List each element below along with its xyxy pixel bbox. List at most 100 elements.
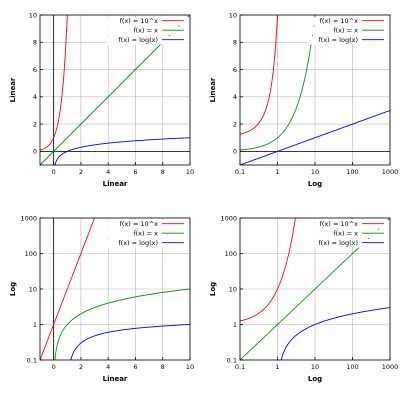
x-tick-label: 8 [161, 363, 165, 371]
x-tick-label: 0 [52, 168, 56, 176]
y-tick-label: 10 [29, 285, 37, 293]
series-line-log10 [70, 324, 190, 360]
legend-label: f(x) = log(x) [318, 239, 358, 247]
series-line-identity [240, 15, 316, 151]
y-tick-label: 0.1 [227, 356, 237, 364]
x-tick-label: 1000 [382, 168, 399, 176]
legend-bg [107, 36, 188, 45]
y-tick-label: 100 [25, 250, 37, 258]
legend-bg [107, 220, 188, 229]
legend-bg [307, 239, 388, 248]
legend-label: f(x) = x [133, 27, 158, 35]
series-line-pow10 [40, 15, 68, 151]
plot-frame [239, 217, 391, 361]
x-tick-label: 2 [79, 363, 83, 371]
series-line-identity [54, 288, 190, 360]
y-tick-label: 2 [33, 120, 37, 128]
x-tick-label: 6 [133, 363, 137, 371]
y-tick-label: 10 [229, 11, 237, 19]
y-axis-label: Linear [209, 77, 217, 102]
legend-label: f(x) = 10^x [120, 17, 159, 25]
legend-bg [107, 239, 188, 248]
y-axis-label: Log [209, 282, 217, 296]
legend-bg [307, 36, 388, 45]
y-tick-label: 8 [33, 39, 37, 47]
y-tick-label: 1000 [220, 214, 237, 222]
y-axis-label: Linear [9, 77, 17, 102]
y-tick-label: 0.1 [27, 356, 37, 364]
x-tick-label: 10 [186, 168, 194, 176]
plot-area [40, 218, 190, 360]
legend-label: f(x) = 10^x [320, 220, 359, 228]
y-tick-label: 4 [33, 93, 37, 101]
plot-frame [39, 217, 191, 361]
legend-bg [307, 17, 388, 26]
x-tick-label: 6 [133, 168, 137, 176]
y-tick-label: 4 [233, 93, 237, 101]
x-tick-label: 10 [311, 363, 319, 371]
legend-label: f(x) = 10^x [320, 17, 359, 25]
legend: f(x) = 10^x f(x) = xf(x) = log(x) [307, 17, 388, 45]
x-tick-label: 100 [346, 363, 358, 371]
y-tick-label: 10 [229, 285, 237, 293]
y-tick-label: 1 [33, 321, 37, 329]
x-tick-label: 100 [346, 168, 358, 176]
legend: f(x) = 10^x f(x) = xf(x) = log(x) [107, 220, 188, 248]
series-line-pow10 [240, 218, 296, 322]
legend-label: f(x) = x [333, 27, 358, 35]
x-tick-label: 4 [106, 168, 110, 176]
series-line-log10 [240, 110, 390, 165]
x-tick-label: 4 [106, 363, 110, 371]
y-tick-label: 100 [225, 250, 237, 258]
x-tick-label: 0.1 [235, 168, 245, 176]
x-tick-label: 10 [186, 363, 194, 371]
x-axis-label: Log [308, 375, 322, 383]
x-tick-label: 1 [275, 168, 279, 176]
y-axis-label: Log [9, 282, 17, 296]
x-axis-label: Linear [103, 180, 128, 188]
legend-label: f(x) = log(x) [118, 36, 158, 44]
y-tick-label: 2 [233, 120, 237, 128]
y-tick-label: 6 [233, 66, 237, 74]
y-tick-label: 10 [29, 11, 37, 19]
series-line-log10 [54, 137, 190, 165]
x-tick-label: 8 [161, 168, 165, 176]
y-tick-label: 8 [233, 39, 237, 47]
legend: f(x) = 10^x f(x) = xf(x) = log(x) [307, 220, 388, 248]
y-tick-label: 0 [33, 148, 37, 156]
y-tick-label: 0 [233, 148, 237, 156]
x-axis-label: Log [308, 180, 322, 188]
series-line-pow10 [40, 218, 96, 360]
legend: f(x) = 10^x f(x) = xf(x) = log(x) [107, 17, 188, 45]
x-tick-label: 0.1 [235, 363, 245, 371]
y-tick-label: 1000 [20, 214, 37, 222]
x-tick-label: 10 [311, 168, 319, 176]
y-tick-label: 1 [233, 321, 237, 329]
x-axis-label: Linear [103, 375, 128, 383]
legend-label: f(x) = 10^x [120, 220, 159, 228]
legend-bg [107, 17, 188, 26]
legend-label: f(x) = log(x) [118, 239, 158, 247]
chart-panel-1: 0 2 4 6 8 10 0 2 4 6 8 10 f(x) = 10^x f(x) = xf(x) = … [9, 11, 194, 188]
legend-bg [307, 229, 388, 238]
plot-frame [39, 14, 191, 166]
series-line-log10 [280, 307, 390, 360]
legend-bg [307, 26, 388, 35]
x-tick-label: 0 [52, 363, 56, 371]
legend-bg [307, 220, 388, 229]
plot-area [240, 15, 390, 165]
y-tick-label: 6 [33, 66, 37, 74]
series-line-pow10 [240, 15, 278, 135]
chart-panel-2: 0.1 1 10 100 1000 0 2 4 6 8 10 f(x) = 10^x f(x) = xf… [209, 11, 399, 188]
chart-panel-3: 0 2 4 6 8 10 0.1 1 10 100 1000 f(x) = 10^x f(x) = xf… [9, 214, 194, 383]
x-tick-label: 1 [275, 363, 279, 371]
legend-bg [107, 26, 188, 35]
legend-label: f(x) = x [133, 230, 158, 238]
legend-label: f(x) = log(x) [318, 36, 358, 44]
x-tick-label: 2 [79, 168, 83, 176]
legend-label: f(x) = x [333, 230, 358, 238]
x-tick-label: 1000 [382, 363, 399, 371]
plot-frame [239, 14, 391, 166]
